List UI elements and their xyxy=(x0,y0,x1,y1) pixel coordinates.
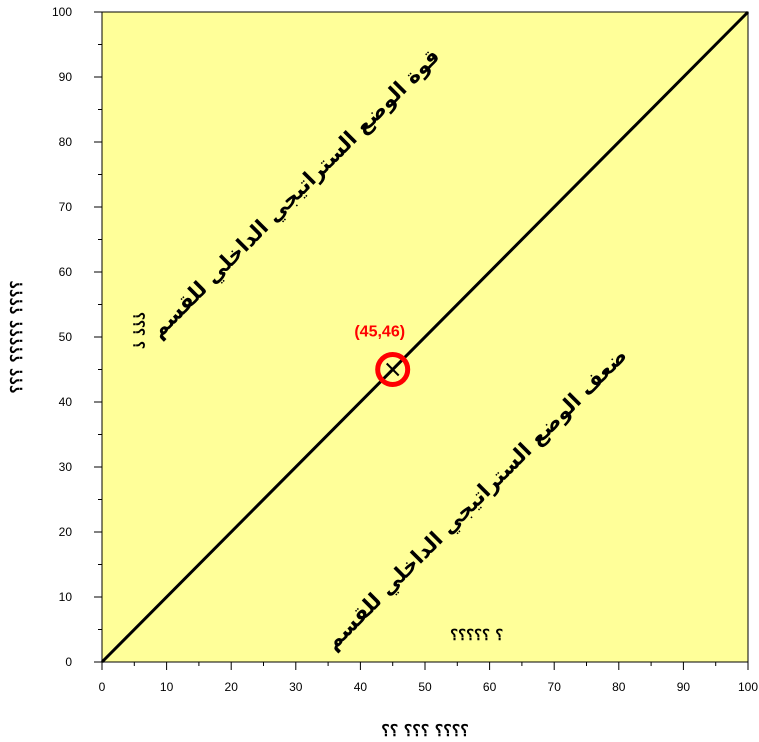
y-tick-label: 70 xyxy=(59,200,73,214)
point-ring xyxy=(375,352,411,387)
x-tick-label: 50 xyxy=(418,680,432,694)
y-tick-label: 90 xyxy=(59,70,73,84)
y-tick-label: 10 xyxy=(59,590,73,604)
point-label: (45,46) xyxy=(354,324,405,341)
x-axis-title: ؟؟؟؟ ؟؟؟ ؟؟ xyxy=(381,721,469,740)
y-axis: 0 10 20 30 40 50 60 70 80 90 100 xyxy=(52,5,102,669)
x-tick-label: 70 xyxy=(548,680,562,694)
data-points: (45,46) xyxy=(354,324,411,387)
x-tick-label: 20 xyxy=(225,680,239,694)
x-tick-label: 80 xyxy=(612,680,626,694)
y-tick-label: 0 xyxy=(65,655,72,669)
x-tick-label: 100 xyxy=(738,680,758,694)
point-marker xyxy=(385,362,400,377)
x-tick-label: 60 xyxy=(483,680,497,694)
y-tick-label: 20 xyxy=(59,525,73,539)
y-tick-label: 80 xyxy=(59,135,73,149)
small-annotation: ؟ ؟؟؟ xyxy=(130,312,148,349)
y-tick-label: 50 xyxy=(59,330,73,344)
x-tick-label: 90 xyxy=(677,680,691,694)
x-tick-label: 10 xyxy=(160,680,174,694)
y-tick-label: 30 xyxy=(59,460,73,474)
y-tick-label: 40 xyxy=(59,395,73,409)
x-tick-label: 0 xyxy=(99,680,106,694)
y-tick-label: 60 xyxy=(59,265,73,279)
x-tick-label: 30 xyxy=(289,680,303,694)
small-annotation: ؟ ؟؟؟؟؟ xyxy=(450,626,503,644)
y-tick-label: 100 xyxy=(52,5,72,19)
x-axis: 0 10 20 30 40 50 60 70 80 90 100 xyxy=(99,662,758,694)
x-tick-label: 40 xyxy=(354,680,368,694)
diagonal-line xyxy=(100,10,750,664)
y-axis-title: ؟؟؟؟ ؟؟؟؟؟ ؟؟؟ xyxy=(7,280,26,393)
